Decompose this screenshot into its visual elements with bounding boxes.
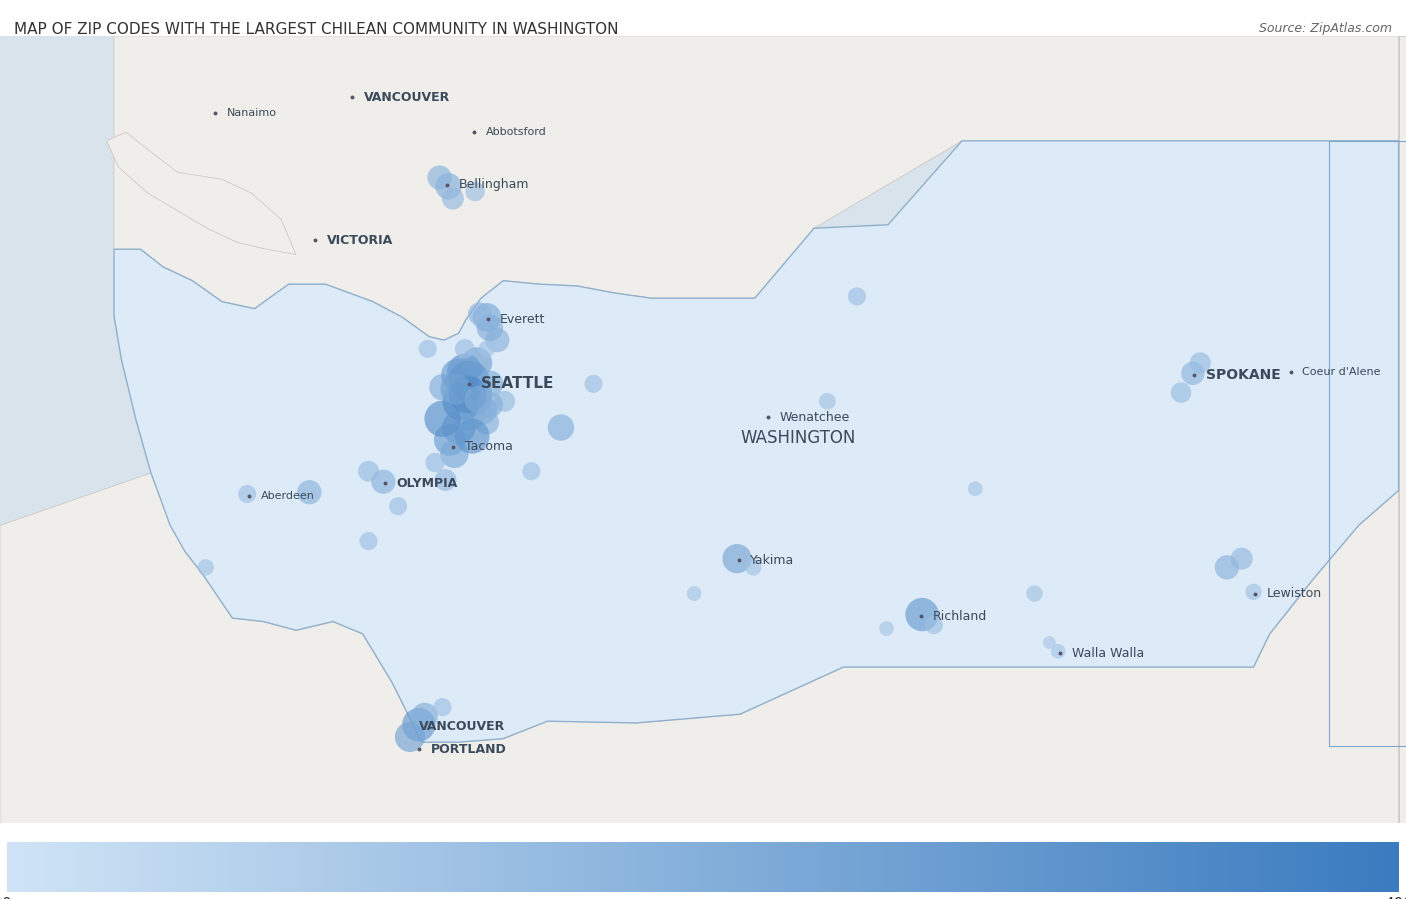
Text: Lewiston: Lewiston bbox=[1267, 587, 1322, 601]
Point bbox=[399, 730, 422, 744]
Polygon shape bbox=[1399, 36, 1406, 840]
Point bbox=[465, 356, 488, 370]
Point bbox=[454, 342, 477, 356]
Point bbox=[437, 179, 460, 193]
Point bbox=[461, 429, 484, 443]
Point bbox=[457, 387, 479, 402]
Point bbox=[194, 560, 217, 574]
Point bbox=[432, 700, 454, 715]
Point bbox=[447, 421, 470, 435]
Point bbox=[520, 464, 543, 478]
Point bbox=[1024, 586, 1046, 601]
Point bbox=[373, 475, 395, 489]
Point bbox=[876, 621, 898, 636]
Text: PORTLAND: PORTLAND bbox=[430, 743, 506, 756]
Point bbox=[467, 392, 489, 406]
Point bbox=[1189, 356, 1212, 370]
Text: Coeur d'Alene: Coeur d'Alene bbox=[1302, 367, 1381, 377]
Point bbox=[1181, 366, 1204, 380]
Text: Walla Walla: Walla Walla bbox=[1071, 646, 1143, 660]
Text: VANCOUVER: VANCOUVER bbox=[364, 91, 450, 103]
Point bbox=[432, 412, 454, 426]
Point bbox=[471, 403, 494, 417]
Point bbox=[236, 486, 259, 501]
Point bbox=[416, 342, 439, 356]
Point bbox=[478, 377, 501, 391]
Text: Wenatchee: Wenatchee bbox=[780, 411, 851, 423]
Point bbox=[478, 321, 501, 335]
Point bbox=[460, 408, 482, 423]
Text: Abbotsford: Abbotsford bbox=[485, 127, 546, 138]
Point bbox=[454, 364, 477, 378]
Text: VANCOUVER: VANCOUVER bbox=[419, 720, 505, 733]
Point bbox=[1216, 560, 1239, 574]
Point bbox=[441, 191, 464, 206]
Point bbox=[1170, 386, 1192, 400]
Point bbox=[725, 551, 748, 565]
Point bbox=[911, 608, 934, 622]
Point bbox=[494, 394, 516, 408]
Text: Richland: Richland bbox=[932, 610, 987, 623]
Point bbox=[423, 455, 446, 469]
Text: VICTORIA: VICTORIA bbox=[328, 234, 394, 247]
Point bbox=[478, 397, 501, 412]
Polygon shape bbox=[107, 132, 297, 254]
Text: MAP OF ZIP CODES WITH THE LARGEST CHILEAN COMMUNITY IN WASHINGTON: MAP OF ZIP CODES WITH THE LARGEST CHILEA… bbox=[14, 22, 619, 38]
Point bbox=[468, 307, 491, 321]
Point bbox=[965, 482, 987, 496]
Point bbox=[1230, 551, 1253, 565]
Point bbox=[486, 333, 509, 347]
Point bbox=[1038, 636, 1060, 650]
Text: Everett: Everett bbox=[501, 313, 546, 325]
Point bbox=[742, 560, 765, 574]
Text: WASHINGTON: WASHINGTON bbox=[740, 429, 855, 447]
Text: OLYMPIA: OLYMPIA bbox=[396, 477, 458, 490]
Point bbox=[683, 586, 706, 601]
Polygon shape bbox=[114, 36, 1399, 340]
Point bbox=[298, 485, 321, 500]
Point bbox=[922, 618, 945, 632]
Point bbox=[413, 708, 436, 723]
Text: Yakima: Yakima bbox=[751, 554, 794, 567]
Text: SEATTLE: SEATTLE bbox=[481, 377, 554, 391]
Text: Tacoma: Tacoma bbox=[465, 441, 513, 453]
Point bbox=[357, 464, 380, 478]
Point bbox=[815, 394, 838, 408]
Point bbox=[408, 717, 430, 732]
Point bbox=[450, 394, 472, 408]
Point bbox=[439, 432, 461, 447]
Polygon shape bbox=[0, 473, 1399, 840]
Point bbox=[432, 380, 454, 395]
Point bbox=[429, 171, 451, 185]
Text: Nanaimo: Nanaimo bbox=[226, 108, 277, 118]
Point bbox=[582, 377, 605, 391]
Point bbox=[458, 374, 481, 388]
Text: Aberdeen: Aberdeen bbox=[260, 491, 315, 501]
Point bbox=[550, 421, 572, 435]
Polygon shape bbox=[114, 141, 1399, 743]
Point bbox=[475, 415, 498, 430]
Point bbox=[1243, 584, 1265, 599]
Point bbox=[446, 368, 468, 382]
Bar bbox=[1329, 141, 1406, 745]
Point bbox=[434, 473, 457, 487]
Text: Source: ZipAtlas.com: Source: ZipAtlas.com bbox=[1258, 22, 1392, 35]
Text: Bellingham: Bellingham bbox=[458, 178, 529, 191]
Point bbox=[357, 534, 380, 548]
Point bbox=[464, 184, 486, 199]
Point bbox=[1047, 644, 1070, 658]
Point bbox=[387, 499, 409, 513]
Point bbox=[444, 382, 467, 396]
Point bbox=[475, 310, 498, 325]
Point bbox=[845, 289, 868, 304]
Point bbox=[464, 386, 486, 400]
Point bbox=[475, 342, 498, 356]
Text: SPOKANE: SPOKANE bbox=[1206, 368, 1281, 382]
Point bbox=[443, 447, 465, 461]
